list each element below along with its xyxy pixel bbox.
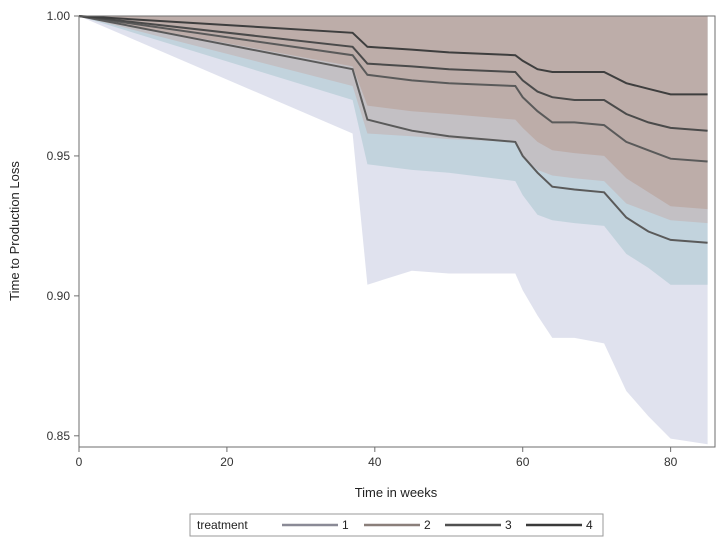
x-tick-label: 60 [516,455,530,469]
x-tick-label: 40 [368,455,382,469]
legend-label-4: 4 [586,518,593,532]
x-tick-label: 0 [76,455,83,469]
survival-curve-1 [78,15,708,244]
x-axis: 0 20 40 60 80 [76,447,678,469]
legend-label-3: 3 [505,518,512,532]
x-axis-title: Time in weeks [355,485,438,500]
confidence-bands [79,16,708,445]
legend-title: treatment [197,518,248,532]
survival-curve-4 [78,15,708,96]
y-tick-label: 0.85 [47,429,71,443]
y-axis: 0.85 0.90 0.95 1.00 [47,9,79,443]
survival-curve-3 [78,15,708,132]
plot-frame [78,15,716,448]
legend-label-1: 1 [342,518,349,532]
survival-curves [78,15,708,244]
legend-label-2: 2 [424,518,431,532]
x-tick-label: 80 [664,455,678,469]
y-tick-label: 0.95 [47,149,71,163]
y-tick-label: 1.00 [47,9,71,23]
y-axis-title: Time to Production Loss [7,161,22,301]
survival-curve-2 [78,15,708,163]
confidence-band-4 [79,16,708,210]
y-tick-label: 0.90 [47,289,71,303]
legend: treatment 1 2 3 4 [189,513,604,537]
x-tick-label: 20 [220,455,234,469]
